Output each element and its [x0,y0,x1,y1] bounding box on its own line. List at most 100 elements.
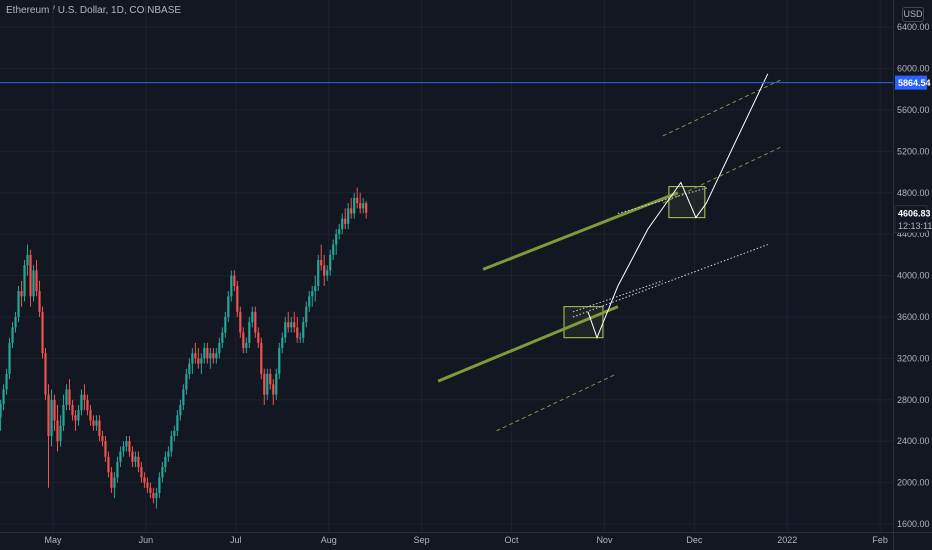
candle [221,327,224,349]
candle-body [47,394,50,437]
candle [266,368,269,400]
candle [236,280,239,317]
candle-body [137,456,140,468]
candle [29,249,32,307]
candle [125,436,128,452]
price-tick-label: 2000.00 [897,478,930,488]
candle-body [245,342,248,349]
candle [278,342,281,380]
candle [203,342,206,364]
candle-body [233,275,236,286]
candle-body [323,265,326,276]
candle-body [131,451,134,462]
price-tick-label: 2800.00 [897,395,930,405]
candle-body [26,254,29,266]
candle [143,472,146,488]
candle-body [134,456,137,462]
candle-body [68,389,71,405]
candle [98,415,101,442]
candle-body [224,317,227,333]
candle [41,306,44,359]
candle-body [149,487,152,493]
candle-body [227,296,230,317]
candle [314,275,317,302]
candle-body [314,285,317,292]
price-tick-label: 1600.00 [897,519,930,529]
time-tick-label: Dec [686,535,703,545]
candle [185,368,188,395]
candle-body [356,197,359,204]
candle [224,311,227,338]
countdown-label: 12:13:11 [898,221,932,231]
candle-body [59,425,62,442]
candle [233,270,236,292]
candle [164,451,167,473]
candle [290,317,293,333]
candle-body [173,430,176,437]
candle [362,197,365,214]
candle-body [0,403,2,418]
horizontal-line-badge [895,75,927,90]
candle [218,337,221,359]
candle [155,487,158,509]
candle-body [77,410,80,421]
candle-body [347,208,350,224]
candle [20,280,23,307]
candle-body [14,317,17,328]
candle [254,306,257,338]
candle [353,192,356,219]
candle [83,384,86,411]
candle-body [83,394,86,400]
candle-body [50,399,53,437]
trend-line-thick [437,305,619,383]
candle-body [311,291,314,297]
currency-button[interactable]: USD [902,7,924,22]
candle-body [329,254,332,271]
candle-body [32,270,35,297]
candle-body [218,342,221,354]
candle-body [107,456,110,473]
candle [200,353,203,374]
candle-body [206,348,209,359]
chart-title: Ethereum / U.S. Dollar, 1D, COINBASE [6,5,182,16]
candle [170,430,173,457]
candle [0,399,2,431]
candle-body [95,420,98,426]
candle-body [143,477,146,483]
candle [188,358,191,380]
candle-body [287,322,290,328]
candle [95,415,98,431]
candle [32,265,35,302]
trend-line-dashed [496,373,617,432]
candle [344,208,347,230]
candle-body [44,353,47,395]
candle [311,285,314,307]
last-price-badge [894,205,928,234]
candle-body [242,332,245,349]
candle [71,399,74,421]
candle [11,322,14,349]
candle-body [191,353,194,364]
candle [182,384,185,411]
candle [323,254,326,286]
candle-body [272,384,275,395]
candle-body [344,218,347,224]
candle [8,337,11,380]
candle [101,430,104,447]
trend-line-dashed [662,78,783,137]
candle [92,415,95,431]
candle [167,446,170,462]
drawings [0,73,893,432]
candle-body [140,467,143,478]
candle-body [8,342,11,374]
price-tick-label: 4000.00 [897,271,930,281]
candle [338,223,341,240]
candle [104,436,107,462]
candle-body [182,389,185,405]
candle [56,404,59,452]
candle [341,213,344,235]
candle [53,394,56,431]
candle-body [266,373,269,395]
candle-body [5,373,8,390]
